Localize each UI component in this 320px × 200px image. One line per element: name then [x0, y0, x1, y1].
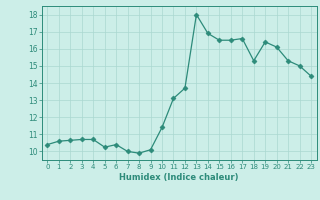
X-axis label: Humidex (Indice chaleur): Humidex (Indice chaleur)	[119, 173, 239, 182]
